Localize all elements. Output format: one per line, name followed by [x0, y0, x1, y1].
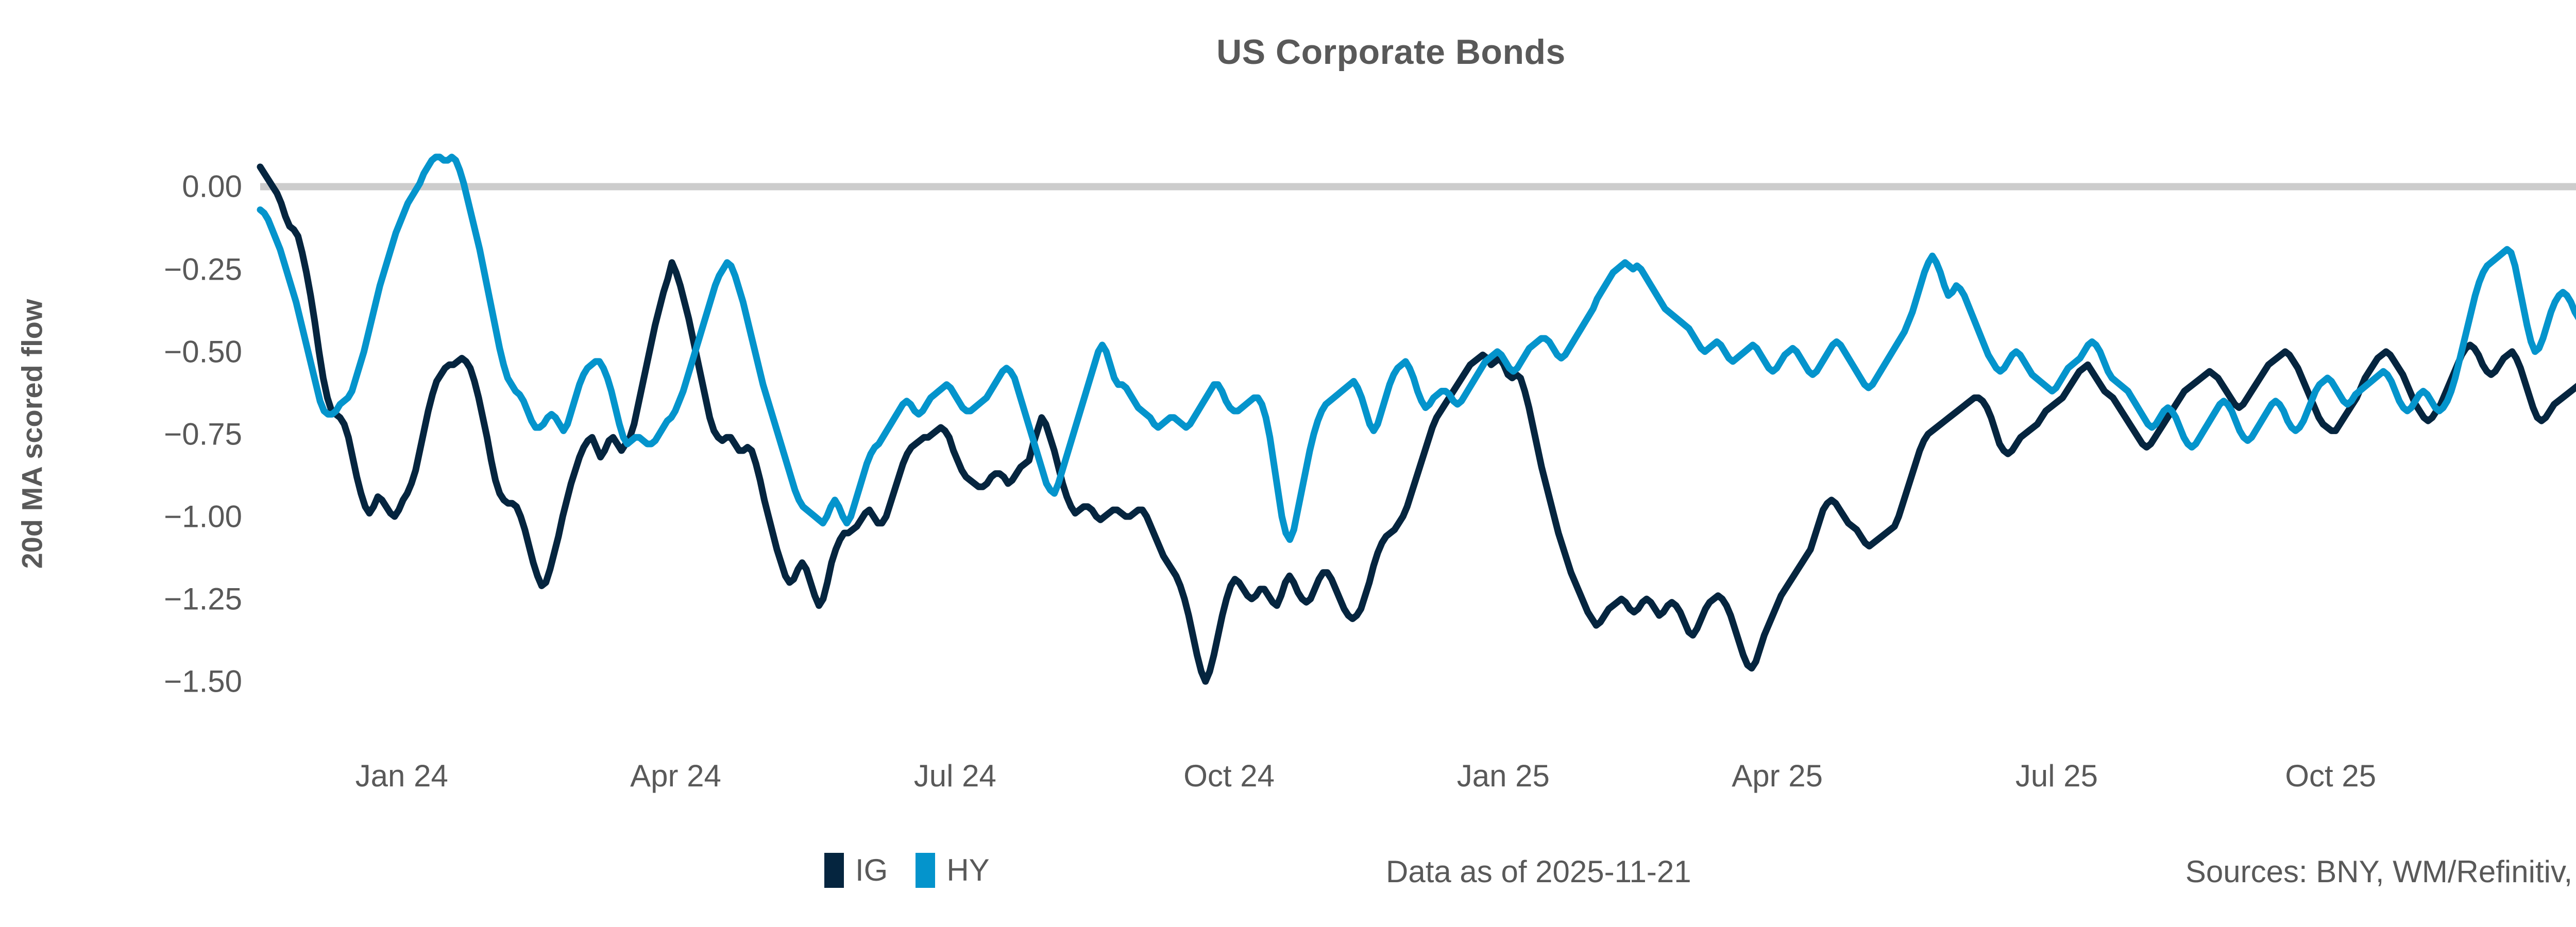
y-axis-tick-label: −0.50: [164, 334, 242, 369]
x-axis-tick-label: Jul 25: [2015, 759, 2098, 793]
y-axis-tick-label: −0.75: [164, 417, 242, 452]
legend-label-hy: HY: [946, 853, 990, 887]
legend: IG HY: [824, 853, 990, 888]
x-axis-tick-label: Jan 24: [355, 759, 448, 793]
y-axis-tick-label: −1.50: [164, 664, 242, 699]
line-series-hy: [257, 153, 2576, 543]
sources-label: Sources: BNY, WM/Refinitiv, Bloomberg: [2185, 854, 2576, 889]
y-axis-tick-label: 0.00: [182, 169, 242, 204]
legend-item-ig[interactable]: IG: [824, 853, 888, 888]
x-axis-tick-label: Apr 25: [1732, 759, 1823, 793]
line-series-ig: [257, 163, 2576, 685]
x-axis-tick-label: Apr 24: [630, 759, 721, 793]
x-axis-tick-label: Oct 24: [1183, 759, 1275, 793]
y-axis-tick-label: −1.00: [164, 499, 242, 534]
legend-swatch-ig: [824, 853, 844, 888]
legend-swatch-hy: [916, 853, 936, 888]
legend-label-ig: IG: [855, 853, 888, 887]
chart-footer: IG HY Data as of 2025-11-21 Sources: BNY…: [0, 853, 2576, 915]
data-as-of-label: Data as of 2025-11-21: [1386, 854, 1691, 889]
x-axis-tick-label: Jan 25: [1456, 759, 1550, 793]
y-axis-tick-labels: 0.00 −0.25 −0.50 −0.75 −1.00 −1.25 −1.50: [88, 0, 242, 927]
y-axis-tick-label: −0.25: [164, 252, 242, 287]
page-title: US Corporate Bonds: [1216, 32, 1566, 72]
y-axis-tick-label: −1.25: [164, 581, 242, 616]
x-axis-tick-label: Jul 24: [913, 759, 996, 793]
x-axis-tick-label: Oct 25: [2285, 759, 2377, 793]
legend-item-hy[interactable]: HY: [916, 853, 990, 888]
